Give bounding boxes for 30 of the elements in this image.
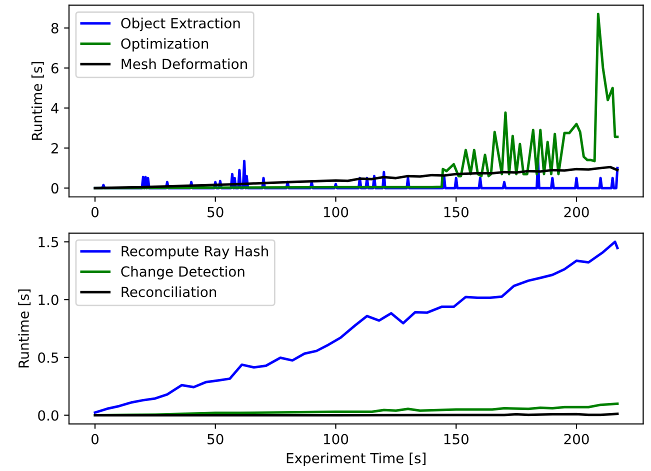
line-series bbox=[94, 240, 619, 414]
x-axis-title: Experiment Time [s] bbox=[286, 452, 426, 466]
x-tick-label: 200 bbox=[564, 206, 589, 218]
y-axis-title: Runtime [s] bbox=[18, 289, 31, 368]
x-tick-label: 150 bbox=[444, 206, 468, 218]
legend-label: Recompute Ray Hash bbox=[122, 246, 268, 260]
y-tick-label: 1.0 bbox=[38, 294, 58, 306]
x-tick-label: 0 bbox=[92, 206, 99, 218]
legend-label: Object Extraction bbox=[121, 18, 240, 32]
y-tick-label: 0.5 bbox=[38, 352, 58, 363]
x-tick-label: 100 bbox=[324, 206, 348, 218]
x-tick-label: 0 bbox=[92, 434, 99, 444]
x-tick-label: 100 bbox=[324, 434, 348, 444]
y-tick-label: 4 bbox=[51, 103, 59, 114]
x-tick-label: 150 bbox=[444, 434, 468, 444]
y-tick-label: 0 bbox=[51, 183, 58, 194]
y-tick-label: 0.0 bbox=[38, 410, 58, 421]
legend-label: Reconciliation bbox=[122, 286, 216, 298]
legend-label: Optimization bbox=[121, 38, 208, 52]
y-tick-label: 6 bbox=[51, 62, 58, 74]
legend-label: Change Detection bbox=[121, 266, 244, 280]
x-tick-label: 50 bbox=[208, 206, 224, 218]
x-tick-label: 50 bbox=[208, 434, 224, 444]
y-tick-label: 2 bbox=[51, 143, 58, 154]
y-axis-title: Runtime [s] bbox=[31, 62, 44, 140]
y-tick-label: 1.5 bbox=[38, 236, 58, 248]
line-series bbox=[94, 166, 619, 190]
y-tick-label: 8 bbox=[51, 22, 58, 34]
x-tick-label: 200 bbox=[564, 434, 589, 444]
legend-label: Mesh Deformation bbox=[122, 58, 247, 70]
